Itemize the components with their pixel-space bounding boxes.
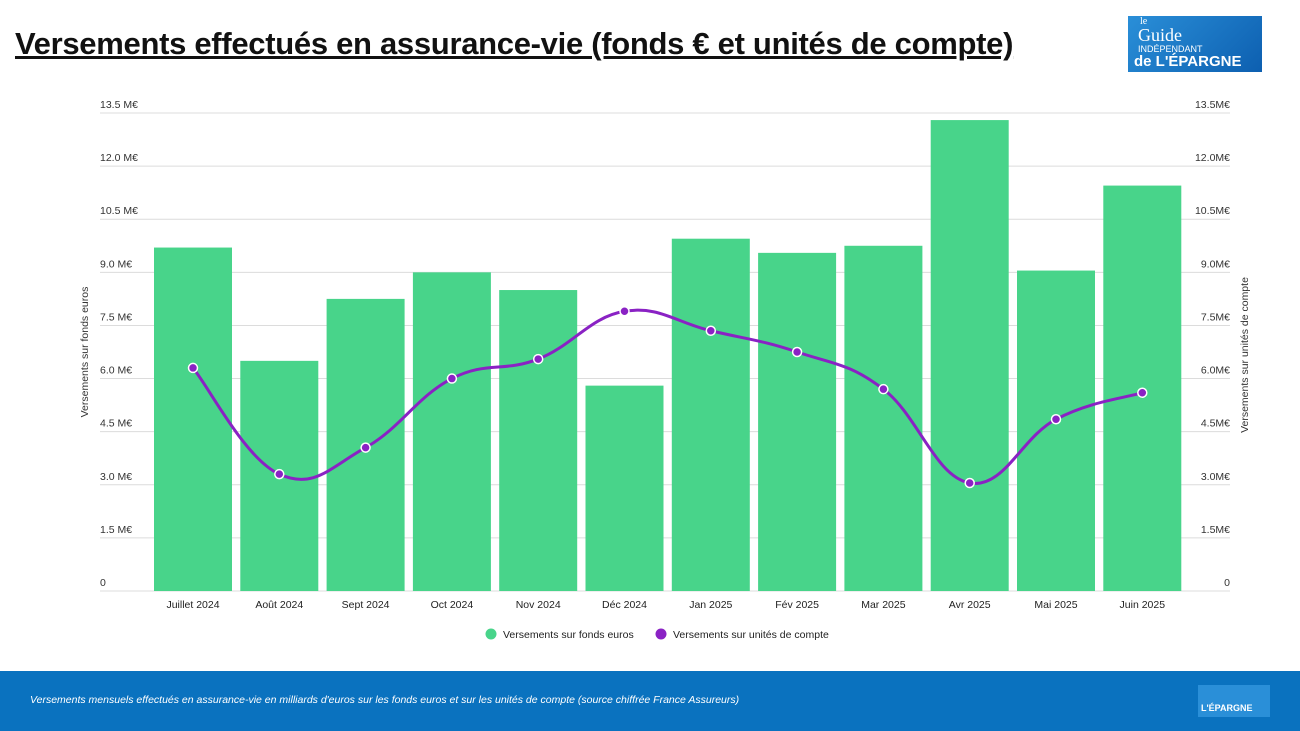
line-point <box>705 325 717 337</box>
y-tick-right: 0 <box>1224 577 1230 589</box>
y-tick-left: 6.0 M€ <box>100 365 132 377</box>
x-tick-label: Fév 2025 <box>775 599 819 611</box>
x-tick-label: Déc 2024 <box>602 599 647 611</box>
legend-swatch-bars <box>485 628 497 640</box>
x-tick-label: Oct 2024 <box>431 599 474 611</box>
y-tick-left: 10.5 M€ <box>100 205 138 217</box>
line-point <box>964 477 975 489</box>
y-tick-left: 0 <box>100 577 106 589</box>
y-tick-left: 9.0 M€ <box>100 258 132 270</box>
y-tick-right: 12.0M€ <box>1195 152 1230 164</box>
bar <box>412 272 491 591</box>
bar <box>585 385 664 591</box>
x-tick-label: Nov 2024 <box>516 599 561 611</box>
line-point <box>274 468 285 480</box>
x-tick-label: Juin 2025 <box>1120 599 1166 611</box>
y-tick-right: 6.0M€ <box>1201 365 1230 377</box>
y-tick-right: 13.5M€ <box>1195 99 1230 111</box>
footer-caption: Versements mensuels effectués en assuran… <box>30 694 740 706</box>
y-tick-right: 9.0M€ <box>1201 258 1230 270</box>
y-tick-right: 7.5M€ <box>1201 311 1230 323</box>
brand-logo: le Guide INDÉPENDANT de L'ÉPARGNE <box>1128 16 1262 72</box>
line-point <box>360 442 371 453</box>
line-point <box>619 306 630 317</box>
line-point <box>446 373 458 384</box>
line-point <box>878 383 889 395</box>
chart: 0 0 1.5 M€ 1.5M€ 3.0 M€ 3.0M€ 4.5 M€ 4.5M€ 6.0 M… <box>79 99 1251 641</box>
y-tick-left: 4.5 M€ <box>100 418 132 430</box>
footer-logo: L'ÉPARGNE <box>1198 685 1270 717</box>
x-tick-label: Jan 2025 <box>689 599 732 611</box>
line-point <box>1050 414 1062 425</box>
line-series <box>191 308 1143 485</box>
x-tick-label: Mar 2025 <box>861 599 906 611</box>
x-tick-label: Juillet 2024 <box>166 599 219 611</box>
x-tick-label: Sept 2024 <box>342 599 390 611</box>
x-tick-label: Avr 2025 <box>949 599 991 611</box>
y-tick-right: 4.5M€ <box>1201 418 1230 430</box>
y-tick-left: 12.0 M€ <box>100 152 138 164</box>
bar <box>671 238 750 591</box>
y-tick-right: 3.0M€ <box>1201 471 1230 483</box>
y-tick-left: 3.0 M€ <box>100 471 132 483</box>
page-title: Versements effectués en assurance-vie (f… <box>15 26 1014 61</box>
legend-label-bars: Versements sur fonds euros <box>503 629 634 641</box>
y-tick-right: 10.5M€ <box>1195 205 1230 217</box>
footer: Versements mensuels effectués en assuran… <box>0 671 1300 731</box>
y-tick-right: 1.5M€ <box>1201 524 1230 536</box>
legend-swatch-line <box>655 628 667 640</box>
y-axis-label-left: Versements sur fonds euros <box>79 287 91 418</box>
line-point <box>791 346 803 358</box>
bar <box>1017 270 1095 591</box>
line-point <box>1137 387 1148 398</box>
x-tick-label: Mai 2025 <box>1034 599 1077 611</box>
bar <box>499 290 578 591</box>
line-point <box>532 353 544 365</box>
x-tick-label: Août 2024 <box>255 599 303 611</box>
y-tick-left: 7.5 M€ <box>100 311 132 323</box>
bar <box>154 247 232 591</box>
y-tick-left: 1.5 M€ <box>100 524 132 536</box>
bar <box>930 120 1009 591</box>
bar <box>758 252 837 591</box>
line-point <box>187 362 199 374</box>
y-axis-label-right: Versements sur unités de compte <box>1239 277 1251 433</box>
legend-label-line: Versements sur unités de compte <box>673 629 829 641</box>
y-tick-left: 13.5 M€ <box>100 99 138 111</box>
